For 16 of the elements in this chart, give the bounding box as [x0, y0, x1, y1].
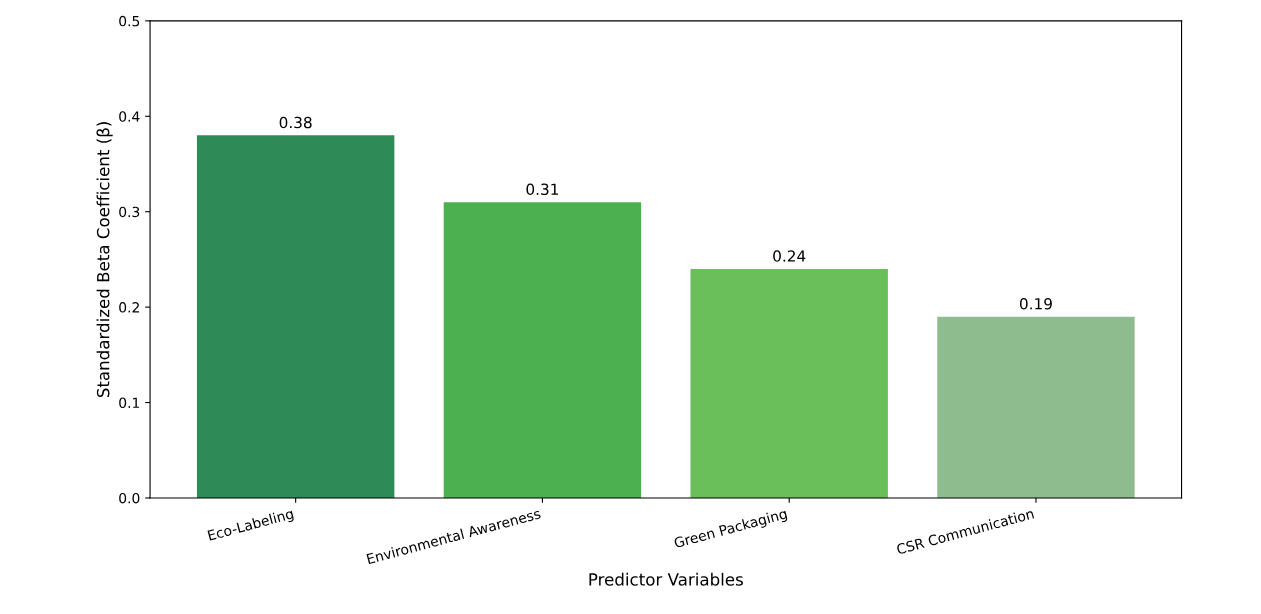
y-tick-label: 0.5 [119, 15, 140, 27]
bar [196, 135, 395, 498]
data-label: 0.31 [526, 183, 559, 196]
data-label: 0.19 [1019, 297, 1052, 310]
bar [937, 316, 1135, 498]
data-label: 0.38 [279, 116, 312, 129]
bar [443, 202, 642, 498]
x-axis-title: Predictor Variables [589, 572, 743, 586]
y-axis-title: Standardized Beta Coefficient (β) [96, 122, 113, 398]
y-tick-label: 0.0 [119, 492, 140, 504]
y-tick-label: 0.1 [119, 397, 140, 409]
y-tick-label: 0.4 [119, 111, 140, 122]
bar [690, 268, 888, 498]
y-tick-label: 0.2 [119, 302, 139, 313]
y-tick-label: 0.3 [119, 206, 140, 218]
data-label: 0.24 [773, 250, 806, 262]
